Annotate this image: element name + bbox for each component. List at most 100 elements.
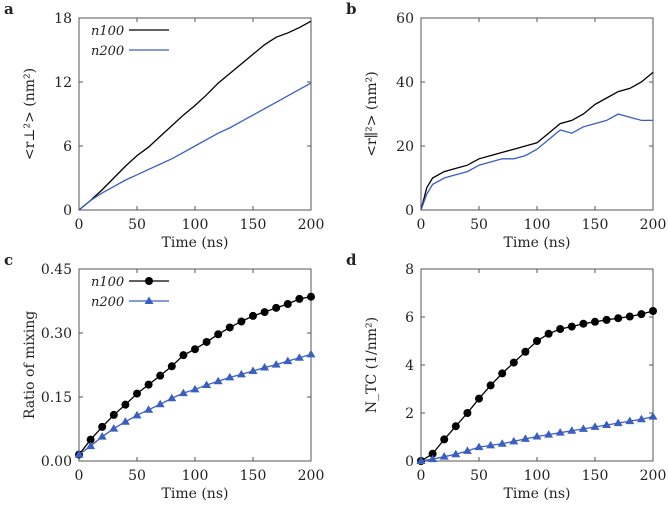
data-point-n200: [613, 418, 623, 427]
data-point-n100: [86, 435, 95, 444]
legend-marker: [144, 296, 154, 304]
data-point-n200: [248, 366, 258, 374]
data-point-n100: [649, 307, 657, 315]
panel-label: b: [346, 0, 357, 18]
data-point-n200: [602, 420, 612, 428]
y-tick-label: 12: [54, 75, 72, 91]
data-point-n200: [271, 360, 281, 368]
legend-label: n100: [91, 275, 124, 290]
data-point-n200: [144, 405, 154, 413]
data-point-n100: [295, 294, 304, 303]
data-point-n200: [625, 416, 635, 425]
legend-marker: [145, 277, 153, 285]
data-point-n200: [236, 369, 246, 378]
data-point-n200: [636, 414, 646, 423]
y-tick-label: 6: [405, 310, 414, 326]
data-point-n100: [272, 303, 281, 312]
data-point-n200: [544, 430, 554, 438]
x-tick-label: 50: [128, 468, 146, 484]
data-point-n200: [178, 388, 188, 397]
data-point-n200: [578, 424, 588, 432]
panel-a: a 0 50 100 150 200 0 6 12 18 Time (ns) <r⊥²> (nm²) n…: [4, 0, 324, 251]
data-point-n100: [544, 329, 553, 338]
y-tick-label: 2: [405, 406, 414, 422]
panel-d: d 0 50 100 150 200 0 2 4 6 8 Time (ns) N_TC (1/nm²): [346, 251, 666, 502]
data-point-n200: [532, 432, 542, 440]
x-axis-label: Time (ns): [162, 235, 229, 251]
data-point-n100: [486, 381, 495, 390]
legend-label: n200: [91, 295, 124, 310]
x-tick-label: 200: [640, 217, 667, 233]
data-point-n200: [486, 440, 496, 449]
data-point-n100: [451, 422, 460, 431]
series-line-n200: [78, 82, 312, 211]
x-tick-label: 200: [640, 468, 667, 484]
y-tick-label: 4: [405, 358, 414, 374]
data-point-n200: [132, 410, 142, 419]
y-tick-label: 0.15: [41, 390, 72, 406]
x-axis-label: Time (ns): [162, 486, 229, 502]
x-tick-label: 100: [524, 217, 551, 233]
data-point-n100: [463, 409, 472, 417]
x-tick-label: 100: [182, 468, 209, 484]
data-point-n100: [625, 312, 634, 321]
data-point-n100: [133, 389, 141, 398]
data-point-n200: [439, 452, 449, 460]
data-point-n100: [614, 314, 623, 323]
x-tick-label: 50: [470, 217, 488, 233]
y-tick-label: 18: [54, 11, 72, 27]
legend-label: n100: [91, 24, 124, 39]
data-point-n100: [579, 319, 588, 328]
y-axis-label: Ratio of mixing: [22, 311, 38, 419]
data-point-n100: [556, 325, 565, 333]
y-tick-label: 60: [396, 11, 414, 27]
y-tick-label: 40: [396, 75, 414, 91]
data-point-n100: [521, 347, 530, 356]
x-tick-label: 50: [470, 468, 488, 484]
data-point-n100: [109, 410, 118, 419]
y-axis-label: <r∥²> (nm²): [364, 71, 380, 157]
data-point-n100: [144, 380, 153, 389]
data-point-n200: [509, 436, 519, 445]
data-point-n100: [307, 292, 315, 301]
data-point-n200: [213, 376, 223, 385]
data-point-n100: [533, 337, 541, 345]
x-tick-label: 0: [417, 468, 426, 484]
data-point-n200: [497, 439, 507, 447]
data-point-n200: [294, 353, 304, 361]
series-line-n100: [78, 20, 312, 211]
data-point-n100: [214, 330, 223, 339]
data-point-n100: [637, 310, 646, 319]
data-point-n100: [98, 422, 107, 431]
data-point-n100: [498, 369, 507, 378]
data-point-n100: [602, 315, 611, 324]
data-point-n100: [260, 308, 269, 317]
data-point-n100: [121, 400, 130, 409]
panel-label: a: [4, 0, 14, 18]
x-tick-label: 150: [582, 217, 609, 233]
data-point-n200: [555, 428, 565, 436]
data-point-n200: [590, 422, 600, 430]
data-point-n200: [190, 384, 200, 393]
data-point-n200: [74, 450, 84, 458]
data-point-n100: [191, 345, 199, 354]
x-tick-label: 100: [182, 217, 209, 233]
data-point-n100: [249, 311, 257, 320]
x-axis-label: Time (ns): [504, 235, 571, 251]
x-tick-label: 150: [582, 468, 609, 484]
y-tick-label: 0.00: [41, 454, 72, 470]
y-tick-label: 8: [405, 262, 414, 278]
data-point-n200: [260, 363, 270, 371]
data-point-n200: [225, 372, 235, 381]
x-tick-label: 0: [75, 217, 84, 233]
data-point-n100: [428, 449, 437, 458]
data-point-n200: [428, 454, 438, 463]
data-point-n100: [179, 351, 188, 360]
y-tick-label: 6: [63, 139, 72, 155]
x-tick-label: 0: [417, 217, 426, 233]
series-line-n100: [420, 71, 654, 211]
x-tick-label: 150: [240, 468, 267, 484]
data-point-n200: [416, 456, 426, 464]
data-point-n100: [202, 337, 211, 346]
